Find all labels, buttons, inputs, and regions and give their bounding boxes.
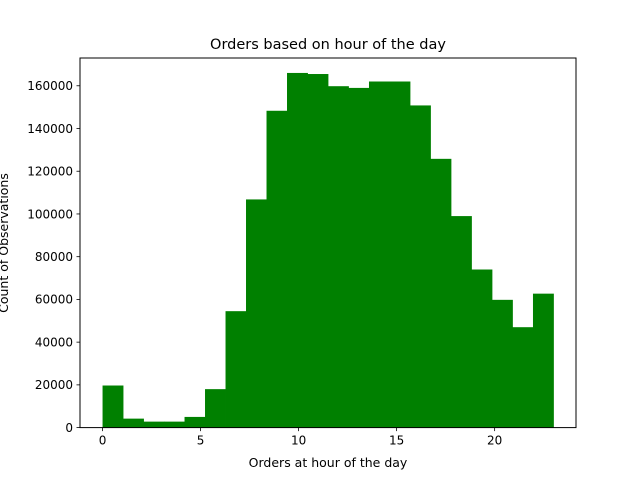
chart-title: Orders based on hour of the day — [210, 37, 446, 53]
histogram-bar — [266, 110, 288, 428]
x-tick-label: 0 — [99, 434, 107, 448]
y-axis-label: Count of Observations — [0, 173, 11, 313]
y-tick-label: 0 — [65, 421, 73, 435]
y-tick-label: 100000 — [27, 207, 73, 221]
bars-group — [102, 72, 554, 428]
histogram-bar — [409, 105, 431, 428]
histogram-bar — [164, 421, 185, 428]
x-tick-label: 20 — [487, 434, 502, 448]
histogram-bar — [307, 74, 329, 428]
y-tick-label: 40000 — [35, 335, 73, 349]
histogram-bar — [205, 389, 226, 428]
histogram-bar — [246, 199, 267, 428]
y-tick-label: 80000 — [35, 250, 73, 264]
histogram-bar — [143, 421, 165, 428]
histogram-bar — [123, 418, 144, 428]
histogram-bar — [102, 385, 124, 428]
histogram-bar — [532, 293, 554, 428]
y-tick-label: 60000 — [35, 293, 73, 307]
y-tick-label: 20000 — [35, 378, 73, 392]
x-tick-label: 5 — [197, 434, 205, 448]
histogram-bar — [430, 158, 452, 428]
histogram-bar — [348, 87, 370, 428]
histogram-bar — [471, 269, 493, 428]
y-tick-label: 140000 — [27, 122, 73, 136]
histogram-bar — [328, 86, 349, 428]
histogram-bar — [287, 72, 308, 428]
histogram-bar — [491, 299, 513, 428]
plot-frame — [79, 57, 577, 429]
y-tick-label: 120000 — [27, 165, 73, 179]
y-tick-label: 160000 — [27, 79, 73, 93]
x-axis-label: Orders at hour of the day — [249, 455, 408, 470]
histogram-bar — [389, 81, 411, 428]
x-tick-label: 10 — [291, 434, 306, 448]
x-tick-label: 15 — [389, 434, 404, 448]
x-axis-ticks: 0 5 10 15 20 — [99, 427, 502, 448]
histogram-bar — [368, 81, 390, 428]
histogram-bar — [450, 216, 472, 428]
histogram-bar — [512, 327, 534, 428]
histogram-bar — [225, 311, 247, 428]
y-axis-ticks: 0 20000 40000 60000 80000 100000 120000 140000 1… — [27, 79, 80, 435]
histogram-bar — [184, 416, 206, 428]
